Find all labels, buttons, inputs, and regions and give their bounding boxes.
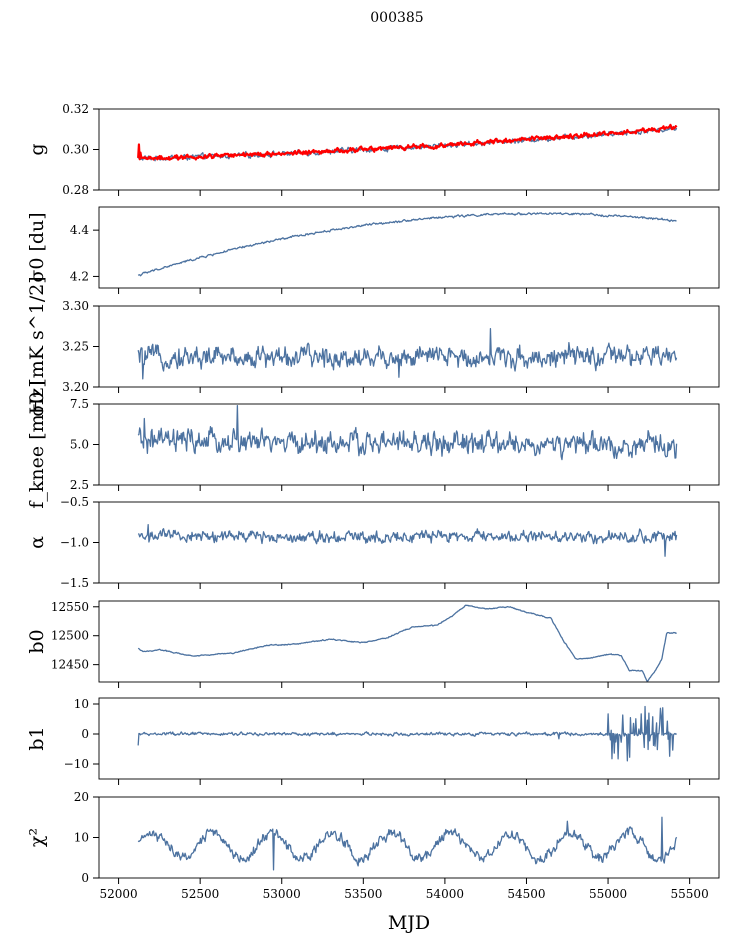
- series-line-b0: [137, 604, 677, 682]
- y-axis-label: b1: [26, 726, 48, 750]
- y-tick-label: 0: [81, 727, 89, 741]
- y-tick-label: −0.5: [60, 495, 89, 509]
- chart-title: 000385: [370, 10, 423, 26]
- y-axis-label: g: [26, 143, 48, 155]
- axes-frame: [98, 600, 720, 683]
- y-tick-label: 12550: [51, 600, 89, 614]
- y-axis-label: b0: [26, 629, 48, 653]
- plot-area: [137, 404, 678, 461]
- panel-7: −10 0 10 b1: [26, 697, 720, 785]
- y-tick-label: 0: [81, 871, 89, 885]
- y-tick-label: 0.30: [62, 143, 89, 157]
- x-tick-label: 52000: [99, 887, 137, 901]
- x-axis-label: MJD: [388, 912, 430, 934]
- panel-4: 2.5 5.0 7.5 f_knee [mHz]: [26, 380, 720, 509]
- panel-3: 3.20 3.25 3.30 σ0 [mK s^1/2]: [26, 276, 720, 417]
- x-tick-label: 52500: [181, 887, 219, 901]
- y-axis-label: σ0 [mK s^1/2]: [26, 276, 48, 416]
- plot-area: [137, 604, 677, 682]
- series-line-alpha: [137, 524, 678, 557]
- x-tick-label: 55000: [589, 887, 627, 901]
- panels: 0.28 0.30 0.32 g 4.2 4.4 σ0 [du] 3.20 3.25 3.30 σ0…: [26, 102, 720, 901]
- y-tick-label: 0.32: [62, 102, 89, 116]
- panel-5: −1.5 −1.0 −0.5 α: [26, 495, 720, 590]
- x-tick-label: 53000: [263, 887, 301, 901]
- y-tick-label: 20: [74, 790, 89, 804]
- series-line-sigma0: [137, 212, 677, 277]
- y-tick-label: 12500: [51, 629, 89, 643]
- y-tick-label: 4.4: [70, 223, 89, 237]
- y-tick-label: 3.30: [62, 299, 89, 313]
- series-line-g-fit: [137, 123, 678, 161]
- y-tick-label: 0.28: [62, 183, 89, 197]
- panel-8: 0 10 20 52000 52500 53000 53500 54000 54500 55000…: [26, 790, 720, 901]
- plot-area: [137, 816, 678, 871]
- x-tick-label: 54000: [426, 887, 464, 901]
- plot-area: [137, 705, 677, 762]
- y-tick-label: 10: [74, 697, 89, 711]
- y-axis-label: σ0 [du]: [26, 212, 48, 282]
- y-axis-label: α: [26, 536, 48, 549]
- y-axis-label: f_knee [mHz]: [26, 380, 48, 508]
- panel-2: 4.2 4.4 σ0 [du]: [26, 206, 720, 294]
- series-line-sigma0_mK: [137, 328, 678, 380]
- y-tick-label: −10: [64, 757, 89, 771]
- x-tick-label: 54500: [507, 887, 545, 901]
- x-tick-label: 53500: [344, 887, 382, 901]
- y-tick-label: 3.25: [62, 340, 89, 354]
- y-tick-label: 5.0: [70, 438, 89, 452]
- plot-area: [137, 123, 678, 162]
- y-tick-label: 2.5: [70, 478, 89, 492]
- axes-frame: [98, 206, 720, 289]
- y-tick-label: 7.5: [70, 397, 89, 411]
- plot-area: [137, 524, 678, 557]
- y-tick-label: −1.0: [60, 536, 89, 550]
- series-line-b1: [137, 705, 677, 762]
- axes-frame: [98, 697, 720, 780]
- panel-1: 0.28 0.30 0.32 g: [26, 102, 720, 197]
- series-line-chi2: [137, 816, 678, 871]
- y-axis-label: χ²: [26, 828, 48, 847]
- panel-6: 12450 12500 12550 b0: [26, 600, 720, 688]
- y-tick-label: 10: [74, 831, 89, 845]
- plot-area: [137, 212, 677, 277]
- x-tick-label: 55500: [671, 887, 709, 901]
- y-tick-label: 3.20: [62, 380, 89, 394]
- y-tick-label: −1.5: [60, 576, 89, 590]
- plot-area: [137, 328, 678, 380]
- series-line-fknee: [137, 404, 678, 461]
- y-tick-label: 12450: [51, 658, 89, 672]
- y-tick-label: 4.2: [70, 269, 89, 283]
